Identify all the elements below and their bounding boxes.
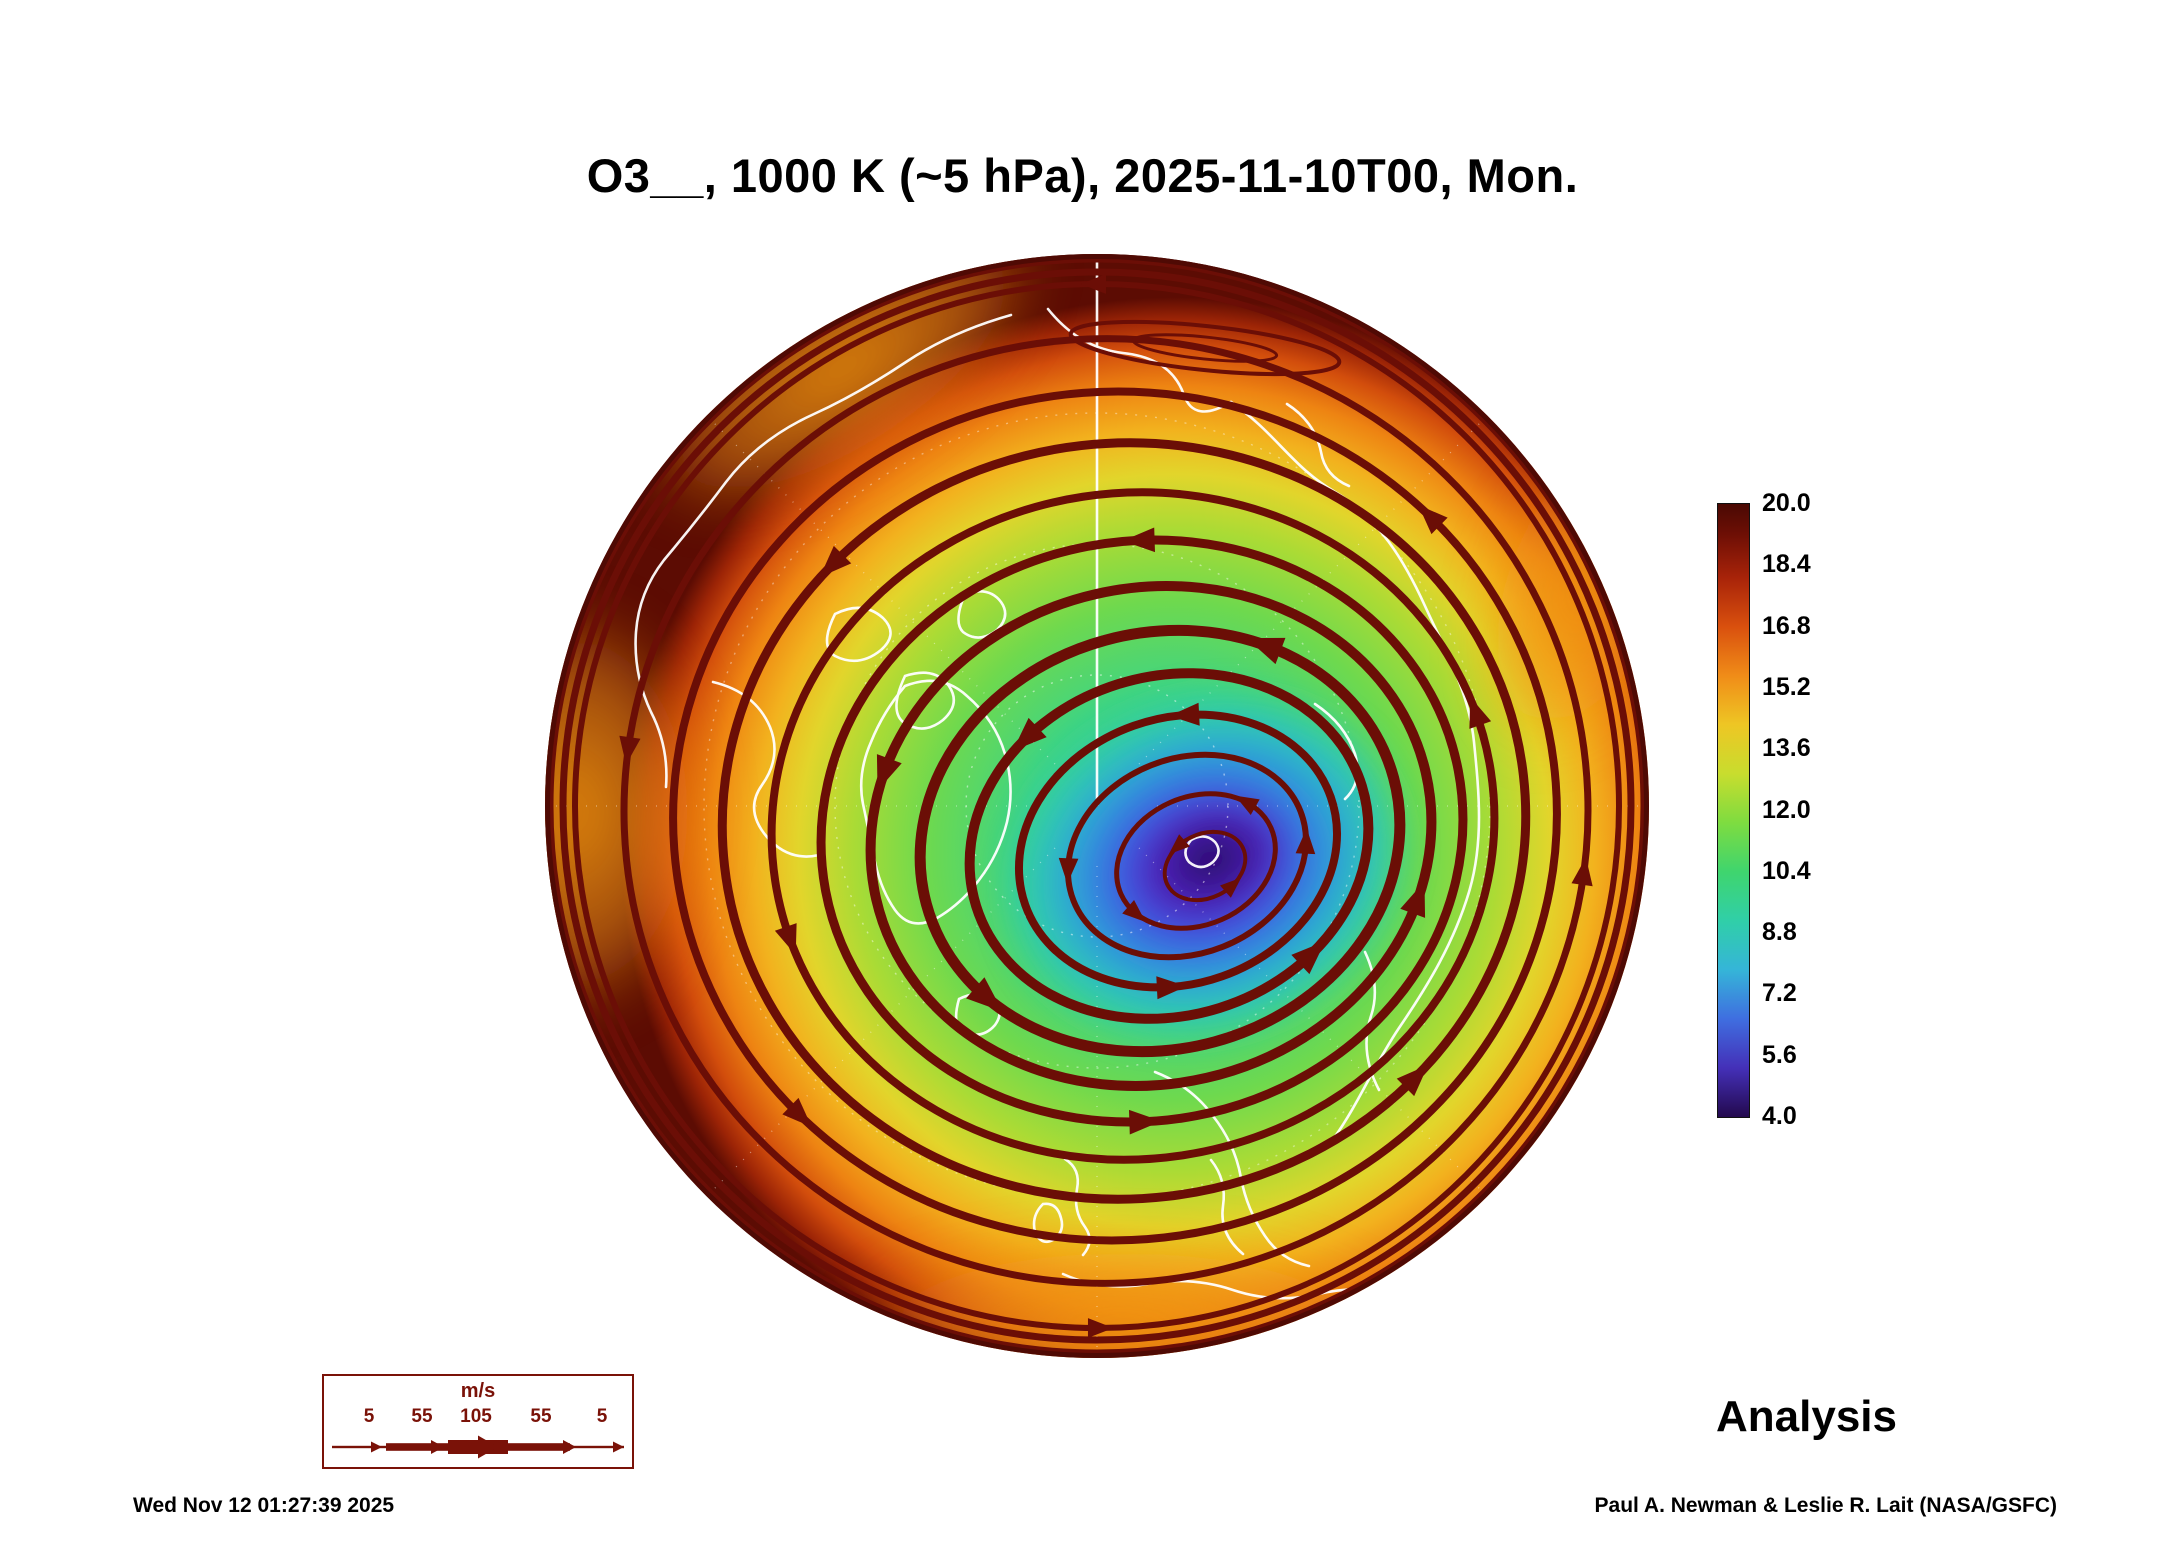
wind-units-label: m/s xyxy=(460,1380,496,1402)
colorbar-tick-label: 10.4 xyxy=(1762,856,1811,885)
colorbar-tick-label: 12.0 xyxy=(1762,795,1811,824)
polar-ozone-map xyxy=(545,254,1649,1358)
wind-speed-arrow-glyph xyxy=(332,1435,624,1459)
streamline-arrowheads xyxy=(619,274,1593,1338)
colorbar-tick-label: 5.6 xyxy=(1762,1040,1797,1069)
colorbar-tick-label: 13.6 xyxy=(1762,734,1811,763)
polar-map-container xyxy=(543,252,1651,1360)
credit-line: Paul A. Newman & Leslie R. Lait (NASA/GS… xyxy=(1594,1494,2057,1517)
wind-speed-ticks: 5 55 105 55 5 xyxy=(324,1406,632,1430)
colorbar-tick-label: 8.8 xyxy=(1762,918,1797,947)
wind-speed-tick-label: 55 xyxy=(530,1406,552,1427)
wind-speed-tick-label: 105 xyxy=(460,1406,492,1427)
wind-speed-tick-label: 55 xyxy=(411,1406,433,1427)
colorbar-tick-label: 16.8 xyxy=(1762,611,1811,640)
wind-speed-legend: m/s 5 55 105 55 5 xyxy=(322,1374,634,1469)
colorbar-tick-label: 4.0 xyxy=(1762,1102,1797,1130)
colorbar-tick-label: 15.2 xyxy=(1762,672,1811,701)
wind-speed-tick-label: 5 xyxy=(363,1406,375,1427)
colorbar-tick-label: 18.4 xyxy=(1762,550,1811,579)
colorbar xyxy=(1717,503,1750,1118)
page-title: O3__, 1000 K (~5 hPa), 2025-11-10T00, Mo… xyxy=(586,149,1579,202)
colorbar-tick-label: 20.0 xyxy=(1762,489,1811,517)
colorbar-tick-labels: 20.0 18.4 16.8 15.2 13.6 12.0 10.4 8.8 7.2 5.6 4.0 xyxy=(1762,489,1902,1130)
wind-speed-tick-label: 5 xyxy=(596,1406,608,1427)
map-rim xyxy=(545,254,1649,1358)
colorbar-tick-label: 7.2 xyxy=(1762,979,1797,1008)
wind-streamlines xyxy=(548,257,1646,1355)
analysis-label: Analysis xyxy=(1716,1392,1897,1441)
generation-timestamp: Wed Nov 12 01:27:39 2025 xyxy=(133,1494,395,1517)
